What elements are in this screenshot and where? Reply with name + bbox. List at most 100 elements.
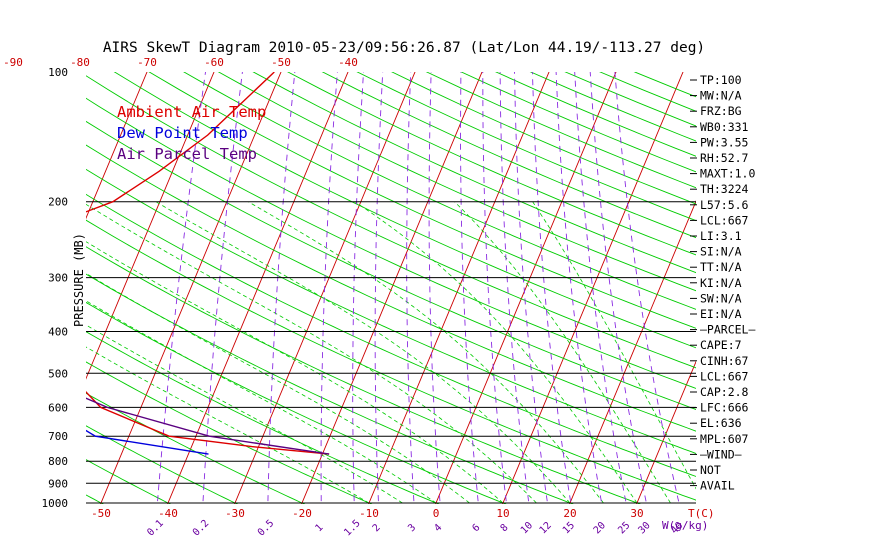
mixing-ratio-tick-label: 10 — [519, 520, 535, 536]
dry-adiabat-line — [287, 72, 696, 256]
mixing-ratio-line — [267, 72, 296, 504]
mixing-ratio-tick-label: 20 — [592, 520, 608, 536]
bottom-temp-tick-label: -20 — [292, 507, 312, 520]
top-temperature-axis: -120-110-100-90-80-70-60-50-40 — [3, 56, 358, 69]
bottom-temp-tick-label: 0 — [433, 507, 440, 520]
mixing-ratio-grid — [156, 72, 680, 504]
dry-adiabat-line — [86, 75, 696, 369]
mixing-ratio-unit-label: W(g/kg) — [662, 519, 708, 532]
index-label: CINH:67 — [700, 354, 749, 368]
mixing-ratio-line — [320, 72, 338, 504]
moist-adiabat-line — [86, 203, 537, 504]
mixing-ratio-tick-label: 12 — [538, 520, 554, 536]
index-label: LI:3.1 — [700, 229, 742, 243]
mixing-ratio-tick-label: 25 — [616, 520, 632, 536]
isotherm-line — [301, 72, 483, 504]
legend-entry: Dew Point Temp — [117, 124, 248, 142]
dry-adiabat-line — [86, 120, 696, 410]
mixing-ratio-tick-label: 4 — [432, 522, 444, 534]
bottom-temp-tick-label: -10 — [359, 507, 379, 520]
index-label: KI:N/A — [700, 276, 742, 290]
mixing-ratio-line — [482, 72, 507, 504]
mixing-ratio-line — [460, 72, 479, 504]
bottom-temp-tick-label: 10 — [496, 507, 509, 520]
index-label: L57:5.6 — [700, 198, 749, 212]
pressure-tick-label: 500 — [48, 367, 68, 380]
moist-adiabat-grid — [86, 201, 696, 504]
index-label: LCL:667 — [700, 369, 749, 383]
dry-adiabat-line — [148, 72, 696, 329]
pressure-axis-label: PRESSURE (MB) — [72, 233, 86, 327]
mixing-ratio-line — [531, 72, 572, 504]
isotherm-grid — [0, 52, 870, 512]
isotherm-line — [767, 52, 870, 512]
mixing-ratio-tick-label: 3 — [406, 522, 418, 534]
mixing-ratio-line — [428, 72, 441, 504]
moist-adiabat-line — [86, 272, 470, 504]
dry-adiabat-line — [252, 72, 696, 274]
legend-entry: Ambient Air Temp — [117, 103, 266, 121]
index-label: MAXT:1.0 — [700, 167, 755, 181]
dry-adiabat-line — [86, 193, 696, 477]
moist-adiabat-line — [86, 241, 504, 504]
pressure-tick-label: 200 — [48, 196, 68, 209]
index-label: TP:100 — [700, 73, 742, 87]
top-temp-tick-label: -40 — [338, 56, 358, 69]
pressure-tick-label: 800 — [48, 455, 68, 468]
isotherm-line — [0, 52, 21, 512]
legend: Ambient Air Temp Dew Point Temp Air Parcel… — [117, 103, 266, 163]
isotherm-line — [368, 72, 550, 504]
top-temp-tick-label: -70 — [137, 56, 157, 69]
pressure-tick-label: 100 — [48, 66, 68, 79]
index-label: WB0:331 — [700, 120, 749, 134]
mixing-ratio-tick-label: 1 — [313, 522, 325, 534]
mixing-ratio-tick-label: 8 — [499, 522, 511, 534]
dry-adiabat-line — [0, 52, 53, 514]
index-label: SI:N/A — [700, 245, 742, 259]
top-temp-tick-label: -50 — [271, 56, 291, 69]
index-label: PW:3.55 — [700, 135, 748, 149]
index-label: TH:3224 — [700, 182, 749, 196]
mixing-ratio-line — [156, 72, 206, 504]
pressure-axis: 100 200 300 400 500 600 700 800 900 1000 — [42, 66, 69, 510]
dry-adiabat-line — [529, 72, 696, 142]
index-label: NOT — [700, 463, 721, 477]
moist-adiabat-line — [248, 201, 604, 504]
pressure-tick-label: 300 — [48, 272, 68, 285]
moist-adiabat-line — [354, 201, 638, 504]
top-temp-tick-label: -80 — [70, 56, 90, 69]
mixing-ratio-tick-label: 0.2 — [191, 518, 212, 539]
dry-adiabat-line — [86, 273, 574, 504]
moist-adiabat-line — [155, 201, 571, 504]
mixing-ratio-line — [574, 72, 627, 504]
index-label: MW:N/A — [700, 89, 742, 103]
mixing-ratio-axis: 0.1 0.2 0.5 1 1.5 2 3 4 6 8 10 12 15 20 25 30 40W(g/kg) — [145, 518, 708, 539]
dry-adiabat-line — [86, 144, 696, 432]
mixing-ratio-tick-label: 6 — [471, 522, 483, 534]
pressure-tick-label: 900 — [48, 477, 68, 490]
isotherm-line — [834, 52, 870, 512]
mixing-ratio-tick-label: 1.5 — [342, 518, 363, 539]
mixing-ratio-line — [589, 72, 648, 504]
index-label: CAP:2.8 — [700, 385, 749, 399]
top-temp-tick-label: -90 — [3, 56, 23, 69]
series-line-air-parcel-temp — [86, 397, 330, 455]
index-label: LFC:666 — [700, 401, 749, 415]
index-label: MPL:607 — [700, 432, 749, 446]
index-label: EI:N/A — [700, 307, 742, 321]
mixing-ratio-tick-label: 0.5 — [256, 518, 277, 539]
pressure-tick-label: 400 — [48, 325, 68, 338]
isotherm-line — [86, 72, 148, 220]
moist-adiabat-line — [454, 201, 671, 504]
dry-adiabat-line — [321, 72, 696, 239]
isobar-grid — [86, 201, 696, 504]
mixing-ratio-line — [406, 72, 415, 504]
mixing-ratio-line — [555, 72, 603, 504]
pressure-tick-label: 1000 — [42, 497, 69, 510]
index-label: RH:52.7 — [700, 151, 749, 165]
mixing-ratio-tick-label: 2 — [371, 522, 383, 534]
sounding-profiles — [86, 72, 330, 455]
isotherm-line — [435, 72, 617, 504]
